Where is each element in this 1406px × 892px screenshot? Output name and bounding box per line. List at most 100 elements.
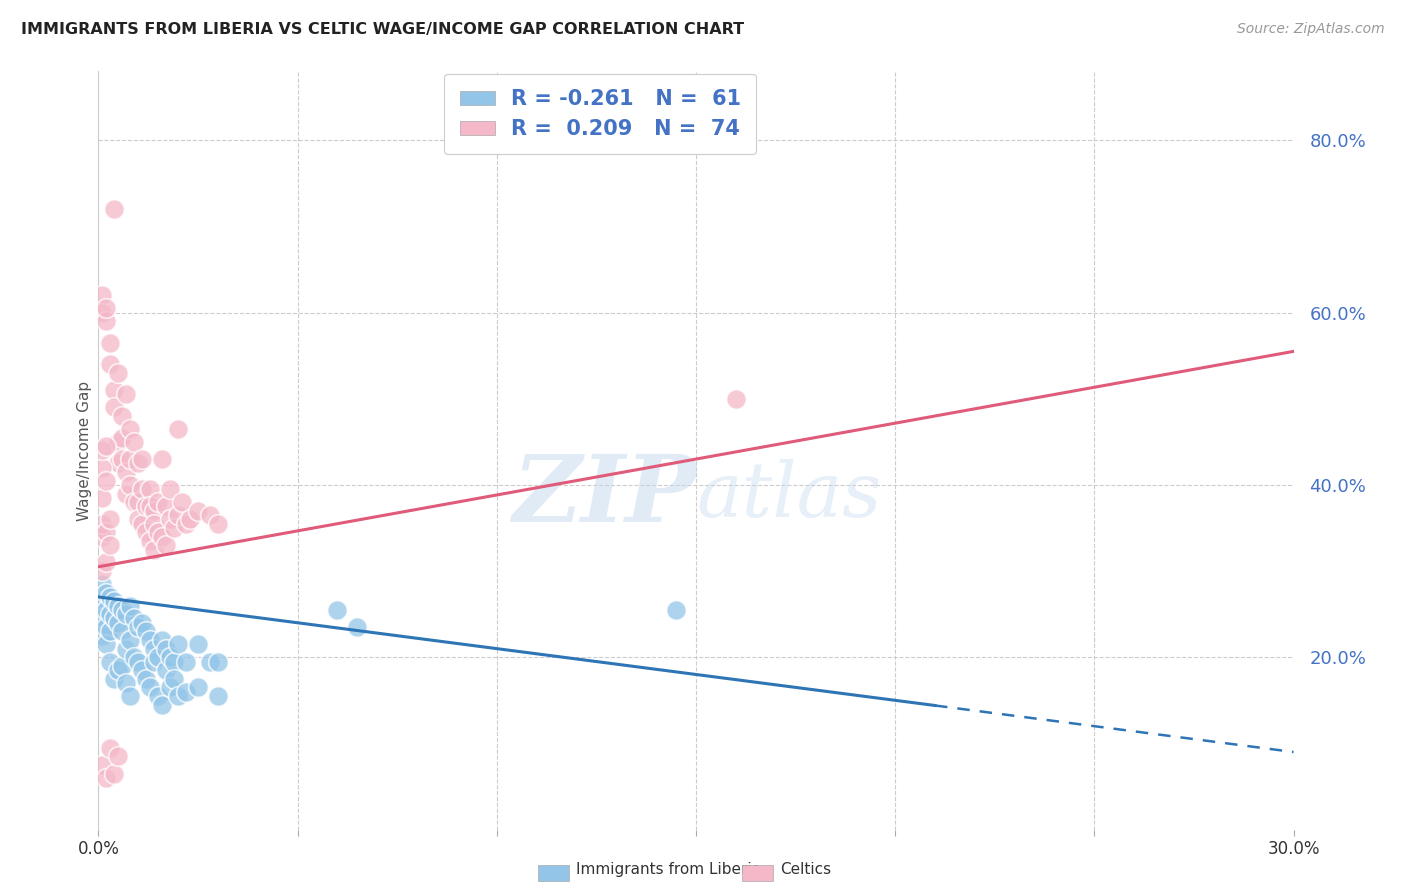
Text: ZIP: ZIP [512,451,696,541]
Point [187,637,209,651]
Point [107,434,129,449]
Point [98,607,122,622]
Point [143,504,166,518]
Point [207,655,229,669]
Point [187,504,209,518]
Point [143,516,166,531]
Point [120,599,142,613]
Point [111,431,134,445]
Point [91,629,114,643]
Point [174,655,197,669]
Point [91,530,114,544]
Point [150,530,173,544]
Point [207,516,229,531]
Point [131,516,153,531]
Point [96,603,118,617]
Point [115,486,138,500]
Point [98,590,122,604]
Point [103,401,125,415]
Y-axis label: Wage/Income Gap: Wage/Income Gap [77,380,91,521]
Point [98,357,122,371]
Text: Source: ZipAtlas.com: Source: ZipAtlas.com [1237,22,1385,37]
Point [174,684,197,698]
Point [91,611,114,625]
Point [127,620,149,634]
Point [111,452,134,467]
Point [127,512,149,526]
Text: Celtics: Celtics [779,862,831,877]
Point [163,655,186,669]
Point [167,422,190,436]
Point [96,620,118,634]
Point [111,603,134,617]
Point [135,672,157,686]
Point [124,650,146,665]
Point [346,620,368,634]
Point [724,392,747,406]
Point [163,521,186,535]
Point [103,672,125,686]
Point [107,615,129,630]
Point [115,607,138,622]
Point [127,456,149,470]
Point [91,491,114,505]
Point [131,482,153,496]
Point [131,452,153,467]
Point [139,681,162,695]
Point [167,508,190,522]
Point [187,681,209,695]
Legend: R = -0.261   N =  61, R =  0.209   N =  74: R = -0.261 N = 61, R = 0.209 N = 74 [444,73,756,154]
Point [111,658,134,673]
Point [150,633,173,648]
Point [91,577,114,591]
Point [139,500,162,514]
Point [198,508,221,522]
Point [148,525,170,540]
Point [91,288,114,302]
Point [111,624,134,639]
Point [139,482,162,496]
Point [91,758,114,772]
Point [98,624,122,639]
Point [135,500,157,514]
Point [98,655,122,669]
Point [103,766,125,780]
Point [124,495,146,509]
Point [96,301,118,316]
Point [107,749,129,764]
Point [150,452,173,467]
Point [179,512,201,526]
Point [139,633,162,648]
Point [91,305,114,319]
Point [91,460,114,475]
Point [148,495,170,509]
Point [124,434,146,449]
Point [96,474,118,488]
Point [155,538,177,552]
Point [155,500,177,514]
Point [120,689,142,703]
Point [120,422,142,436]
Point [148,650,170,665]
Point [127,495,149,509]
Point [143,641,166,656]
Point [91,516,114,531]
Point [98,335,122,350]
Point [98,538,122,552]
Point [111,409,134,423]
Point [115,676,138,690]
Point [103,594,125,608]
Point [96,439,118,453]
Point [96,585,118,599]
Point [207,689,229,703]
Point [143,542,166,557]
Point [98,512,122,526]
Point [159,512,181,526]
Text: atlas: atlas [696,459,882,533]
Point [159,482,181,496]
Point [91,594,114,608]
Point [172,495,194,509]
Point [326,603,349,617]
Point [163,672,186,686]
Text: Immigrants from Liberia: Immigrants from Liberia [576,862,761,877]
